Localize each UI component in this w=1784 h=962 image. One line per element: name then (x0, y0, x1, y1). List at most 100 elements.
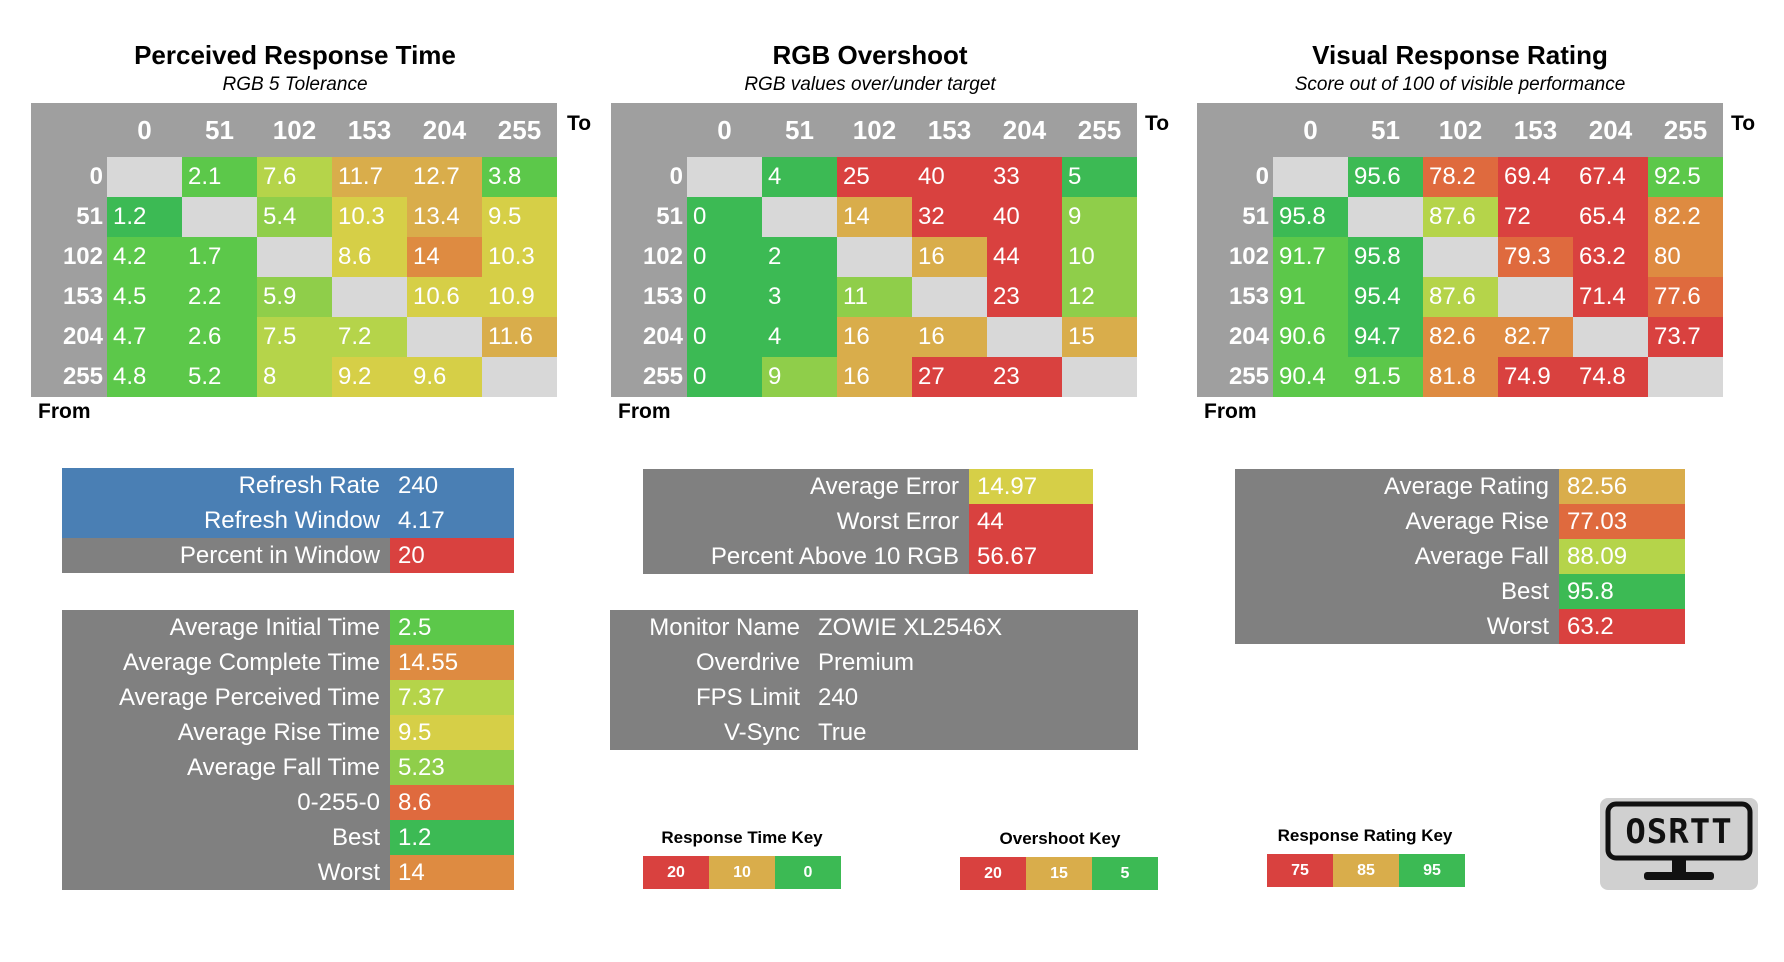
grid-cell (1648, 357, 1723, 397)
grid-cell: 16 (837, 317, 912, 357)
axis-to-label: To (1145, 112, 1170, 135)
stat-value: 63.2 (1559, 609, 1685, 644)
response-time-key-title: Response Time Key (661, 828, 823, 847)
stat-value: 14.97 (969, 469, 1093, 504)
column-header: 0 (717, 114, 732, 145)
monitor-info-box: Monitor Name ZOWIE XL2546X Overdrive Premiu… (610, 610, 1138, 750)
stat-value: 8.6 (390, 785, 514, 820)
stat-value: 14 (390, 855, 514, 890)
grid-cell: 9 (1062, 197, 1137, 237)
error-stats-box: Average Error 14.97 Worst Error 44 Percent A… (643, 469, 1093, 574)
response-rating-key-title: Response Rating Key (1277, 826, 1453, 845)
monitor-info-label: Overdrive (695, 648, 800, 676)
grid-cell: 4.2 (107, 237, 182, 277)
stat-label: Refresh Window (62, 503, 390, 538)
rating-stats-box: Average Rating 82.56 Average Rise 77.03 Aver… (1235, 469, 1685, 644)
key-swatch: 10 (709, 856, 775, 889)
key-swatch: 20 (643, 856, 709, 889)
row-header: 204 (1228, 323, 1269, 350)
stat-value: 95.8 (1559, 574, 1685, 609)
column-header: 204 (1002, 114, 1047, 145)
key-swatch: 0 (775, 856, 841, 889)
key-swatch: 5 (1092, 857, 1158, 890)
grid-cell: 10.6 (407, 277, 482, 317)
row-header: 153 (642, 283, 683, 310)
grid-cell: 2.6 (182, 317, 257, 357)
grid-cell: 91.7 (1273, 237, 1348, 277)
time-stats-box: Average Initial Time 2.5 Average Complete … (62, 610, 514, 890)
stat-value: 5.23 (390, 750, 514, 785)
axis-to-label: To (567, 112, 592, 135)
grid-cell: 9.5 (482, 197, 557, 237)
logo-text: OSRTT (1625, 812, 1733, 852)
monitor-info-label: Monitor Name (649, 613, 800, 641)
grid-cell: 4.5 (107, 277, 182, 317)
row-header: 204 (642, 323, 683, 350)
column-header: 255 (1077, 114, 1122, 145)
grid-cell: 80 (1648, 237, 1723, 277)
grid-cell: 8 (257, 357, 332, 397)
panel-subtitle-rating: Score out of 100 of visible performance (1294, 74, 1626, 95)
row-header: 51 (76, 203, 103, 230)
grid-cell: 71.4 (1573, 277, 1648, 317)
grid-cell (1348, 197, 1423, 237)
key-swatch: 20 (960, 857, 1026, 890)
grid-cell: 11 (837, 277, 912, 317)
grid-cell: 90.6 (1273, 317, 1348, 357)
grid-cell (762, 197, 837, 237)
column-header: 153 (347, 114, 392, 145)
monitor-info-label: FPS Limit (695, 683, 800, 711)
column-header: 51 (785, 114, 814, 145)
stat-label: Average Complete Time (62, 645, 390, 680)
monitor-icon (1605, 801, 1753, 880)
grid-cell: 2.1 (182, 157, 257, 197)
key-swatch: 85 (1333, 854, 1399, 887)
stat-label: Average Rating (1235, 469, 1559, 504)
row-header: 255 (1228, 363, 1269, 390)
column-header: 0 (1303, 114, 1318, 145)
rgb-overshoot-grid: 0 51 102 153 204 255 0 4 25 40 33 5 51 0 14 32 40 9 102 0 2 1… (611, 103, 1137, 397)
stat-value: 56.67 (969, 539, 1093, 574)
grid-cell: 12.7 (407, 157, 482, 197)
grid-cell: 1.7 (182, 237, 257, 277)
perceived-response-grid: 0 51 102 153 204 255 0 2.1 7.6 11.7 12.7 3.8 51 1.2 5.… (31, 103, 557, 397)
panel-title-rating: Visual Response Rating (1312, 40, 1608, 70)
stat-value: 82.56 (1559, 469, 1685, 504)
stat-value: 44 (969, 504, 1093, 539)
grid-cell: 14 (407, 237, 482, 277)
stat-label: Average Initial Time (62, 610, 390, 645)
column-header: 204 (1588, 114, 1633, 145)
axis-to-label: To (1731, 112, 1756, 135)
grid-cell: 9 (762, 357, 837, 397)
visual-response-rating-grid: 0 51 102 153 204 255 0 95.6 78.2 69.4 67.4 92.5 51 95… (1197, 103, 1723, 397)
grid-cell: 15 (1062, 317, 1137, 357)
grid-cell: 65.4 (1573, 197, 1648, 237)
grid-cell: 11.6 (482, 317, 557, 357)
column-header: 102 (272, 114, 317, 145)
grid-cell: 27 (912, 357, 987, 397)
stat-label: Worst (1235, 609, 1559, 644)
grid-cell: 7.5 (257, 317, 332, 357)
row-header: 51 (1242, 203, 1269, 230)
monitor-info-value: Premium (818, 648, 915, 676)
grid-cell: 10 (1062, 237, 1137, 277)
column-header: 102 (852, 114, 897, 145)
grid-cell: 1.2 (107, 197, 182, 237)
grid-cell: 40 (987, 197, 1062, 237)
grid-cell: 10.3 (332, 197, 407, 237)
grid-cell: 11.7 (332, 157, 407, 197)
grid-cell: 74.9 (1498, 357, 1573, 397)
grid-cell: 12 (1062, 277, 1137, 317)
row-header: 204 (62, 323, 103, 350)
grid-cell (912, 277, 987, 317)
grid-cell: 9.6 (407, 357, 482, 397)
grid-cell: 4.8 (107, 357, 182, 397)
monitor-info-value: True (818, 718, 867, 746)
column-header: 102 (1438, 114, 1483, 145)
grid-cell (182, 197, 257, 237)
column-header: 0 (137, 114, 152, 145)
stat-label: 0-255-0 (62, 785, 390, 820)
grid-cell: 87.6 (1423, 277, 1498, 317)
grid-cell: 72 (1498, 197, 1573, 237)
grid-cell: 40 (912, 157, 987, 197)
